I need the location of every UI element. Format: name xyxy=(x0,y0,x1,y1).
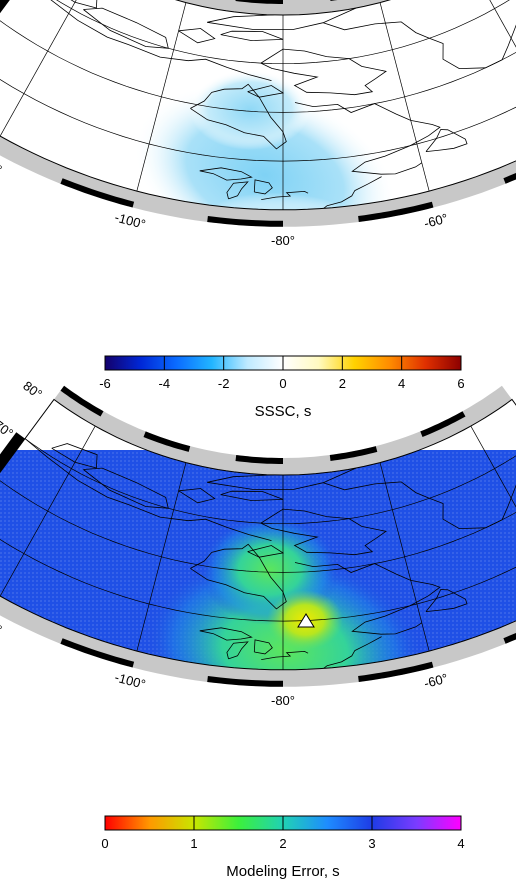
map-outline xyxy=(0,398,516,671)
frame-tick xyxy=(420,411,466,437)
meridian xyxy=(0,0,77,137)
coastline xyxy=(323,0,516,70)
meridian xyxy=(379,2,430,192)
coastline xyxy=(178,488,216,504)
colorbar-title: SSSC, s xyxy=(255,403,312,420)
sssc-colorbar: -6 -4 -2 0 2 4 6 SSSC, s xyxy=(99,355,465,420)
graticule xyxy=(0,0,516,210)
meridian xyxy=(0,425,96,597)
modeling-error-colorbar: 0 1 2 3 4 Modeling Error, s xyxy=(101,815,465,880)
meridian xyxy=(379,462,430,652)
longitude-label: -100° xyxy=(113,670,147,692)
frame-tick xyxy=(503,632,516,644)
colorbar-ticks: -6 -4 -2 0 2 4 6 xyxy=(99,356,465,391)
longitude-label: -80° xyxy=(271,233,295,248)
coastline xyxy=(51,443,98,469)
coastline xyxy=(220,490,284,502)
modeling-error-map: 80°70°60°50°40° -120°-100°-80°-60°-40° xyxy=(0,378,516,708)
coastline xyxy=(305,636,382,670)
meridian xyxy=(470,425,516,508)
coastline xyxy=(294,102,441,175)
frame-tick xyxy=(358,201,434,222)
colorbar-ticks: 0 1 2 3 4 xyxy=(101,816,465,851)
coastline xyxy=(83,467,169,509)
colorbar-tick-label: 0 xyxy=(279,376,286,391)
colorbar-tick-label: 6 xyxy=(457,376,464,391)
frame-tick xyxy=(235,455,283,464)
coastline xyxy=(261,190,309,200)
coastline xyxy=(178,28,216,44)
latitude-label: 80° xyxy=(20,378,45,402)
coastline xyxy=(220,30,284,42)
colorbar-tick-label: 4 xyxy=(457,836,464,851)
frame-tick xyxy=(207,676,283,687)
frame-tick xyxy=(0,432,25,473)
modeling-error-panel: 80°70°60°50°40° -120°-100°-80°-60°-40° 0… xyxy=(0,378,516,880)
coastline xyxy=(190,543,287,610)
meridian xyxy=(136,2,187,192)
coastline xyxy=(260,48,387,96)
coastline xyxy=(83,7,169,49)
coastline xyxy=(0,399,272,541)
colorbar-tick-label: 1 xyxy=(190,836,197,851)
frame-tick xyxy=(358,661,434,682)
coastline xyxy=(323,399,516,530)
frame-tick xyxy=(60,638,135,668)
coastline xyxy=(226,641,249,660)
colorbar-tick-label: 3 xyxy=(368,836,375,851)
longitude-label: -80° xyxy=(271,693,295,708)
map-frame-ticks xyxy=(0,0,516,227)
coastline xyxy=(199,167,253,181)
coastlines xyxy=(0,0,516,210)
longitude-label: -120° xyxy=(0,609,4,637)
map-frame-ticks xyxy=(0,385,516,687)
coastline xyxy=(226,181,249,200)
coastline xyxy=(0,0,272,81)
colorbar-tick-label: 2 xyxy=(279,836,286,851)
colorbar-title: Modeling Error, s xyxy=(226,863,339,880)
longitude-label: -120° xyxy=(0,149,4,177)
colorbar-tick-label: 2 xyxy=(339,376,346,391)
frame-tick xyxy=(207,216,283,227)
colorbar-tick-label: 0 xyxy=(101,836,108,851)
coastline xyxy=(190,83,287,150)
frame-tick xyxy=(330,0,338,1)
frame-tick xyxy=(0,0,10,13)
coastline xyxy=(199,627,253,641)
frame-tick xyxy=(329,446,378,461)
sssc-panel: 80°70°60°50°40° -120°-100°-80°-60°-40° -… xyxy=(0,0,516,420)
colorbar-tick-label: 4 xyxy=(398,376,405,391)
meridian xyxy=(136,462,187,652)
frame-tick xyxy=(60,385,104,417)
colorbar-tick-label: -4 xyxy=(159,376,171,391)
frame-tick xyxy=(235,0,283,4)
colorbar-tick-label: -2 xyxy=(218,376,230,391)
frame-tick xyxy=(60,178,135,208)
longitude-label: -100° xyxy=(113,210,147,232)
coastline xyxy=(51,0,98,9)
coastline xyxy=(253,179,273,195)
map-outline xyxy=(0,0,516,211)
sssc-map: 80°70°60°50°40° -120°-100°-80°-60°-40° xyxy=(0,0,516,248)
coastline xyxy=(425,589,468,612)
coastline xyxy=(260,508,387,556)
sssc-anomaly xyxy=(190,70,310,150)
coastline xyxy=(305,176,382,210)
coastline xyxy=(425,129,468,152)
colorbar-tick-label: -6 xyxy=(99,376,111,391)
coastlines xyxy=(0,399,516,670)
longitude-label: -60° xyxy=(422,210,449,231)
frame-tick xyxy=(143,431,191,452)
station-marker xyxy=(297,613,315,628)
coastline xyxy=(261,650,309,660)
longitude-label: -60° xyxy=(422,670,449,691)
graticule xyxy=(0,425,516,670)
frame-tick xyxy=(503,172,516,184)
longitude-labels: -120°-100°-80°-60°-40° xyxy=(0,149,449,248)
coastline xyxy=(207,0,370,30)
coastline xyxy=(294,562,441,635)
error-field xyxy=(0,450,516,670)
coastline xyxy=(253,639,273,655)
